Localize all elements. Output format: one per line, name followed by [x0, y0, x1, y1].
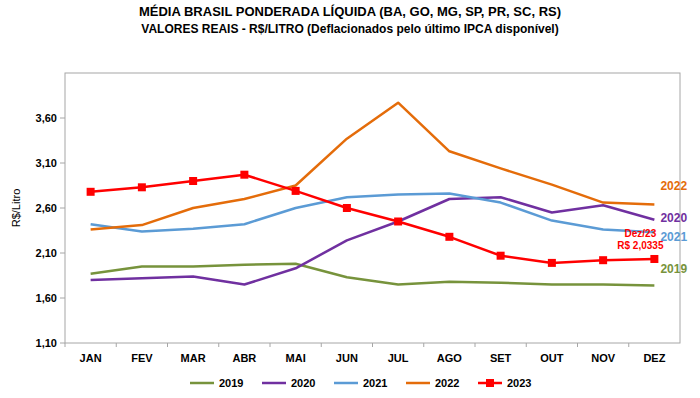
x-tick-label: ABR [232, 352, 256, 364]
x-tick-label: AGO [437, 352, 463, 364]
x-tick [116, 343, 117, 347]
annotation: Dez/23 [625, 228, 657, 239]
subtitle: VALORES REAIS - R$/LITRO (Deflacionados … [141, 22, 558, 36]
legend-label: 2019 [219, 377, 243, 389]
x-tick-label: MAR [181, 352, 206, 364]
marker [138, 183, 146, 191]
legend-swatch [334, 382, 358, 385]
y-tick [60, 118, 65, 119]
x-tick [475, 343, 476, 347]
marker [240, 171, 248, 179]
x-tick [577, 343, 578, 347]
y-tick [60, 298, 65, 299]
x-tick-label: MAI [286, 352, 306, 364]
y-tick-label: 3,10 [36, 157, 57, 169]
x-tick [65, 343, 66, 347]
legend-label: 2021 [363, 377, 387, 389]
x-tick-label: JUN [336, 352, 358, 364]
chart-svg: MÉDIA BRASIL PONDERADA LÍQUIDA (BA, GO, … [0, 0, 700, 398]
series-line [91, 175, 655, 263]
marker [650, 255, 658, 263]
y-tick [60, 253, 65, 254]
y-tick [60, 208, 65, 209]
marker [548, 259, 556, 267]
legend-swatch [262, 382, 286, 385]
y-tick-label: 2,60 [36, 202, 57, 214]
x-tick-label: NOV [591, 352, 616, 364]
x-tick-label: FEV [131, 352, 153, 364]
series-end-label: 2020 [660, 211, 687, 225]
series-end-label: 2021 [660, 230, 687, 244]
x-tick [270, 343, 271, 347]
annotation: R$ 2,0335 [617, 240, 664, 251]
legend-swatch [406, 382, 430, 385]
legend-label: 2020 [291, 377, 315, 389]
plot-area [87, 103, 659, 286]
x-tick [628, 343, 629, 347]
series-line [91, 197, 655, 284]
y-axis-label: R$/Litro [10, 189, 22, 228]
marker [292, 187, 300, 195]
series-line [91, 264, 655, 286]
legend-label: 2022 [435, 377, 459, 389]
x-tick [321, 343, 322, 347]
x-tick-label: JAN [80, 352, 102, 364]
marker [189, 177, 197, 185]
marker [87, 188, 95, 196]
x-tick [167, 343, 168, 347]
x-tick [526, 343, 527, 347]
x-tick-label: SET [490, 352, 512, 364]
x-tick-label: JUL [388, 352, 409, 364]
series-line [91, 103, 655, 230]
x-tick-label: DEZ [643, 352, 665, 364]
legend-marker [486, 379, 494, 387]
y-tick-label: 2,10 [36, 247, 57, 259]
y-tick [60, 163, 65, 164]
y-tick-label: 1,10 [36, 337, 57, 349]
x-tick [218, 343, 219, 347]
legend-swatch [190, 382, 214, 385]
series-end-label: 2019 [660, 262, 687, 276]
legend-label: 2023 [507, 377, 531, 389]
y-tick-label: 3,60 [36, 112, 57, 124]
plot-frame [65, 73, 680, 343]
marker [394, 218, 402, 226]
marker [599, 256, 607, 264]
marker [343, 204, 351, 212]
x-tick [372, 343, 373, 347]
y-tick [60, 343, 65, 344]
x-tick-label: OUT [540, 352, 564, 364]
marker [445, 233, 453, 241]
title: MÉDIA BRASIL PONDERADA LÍQUIDA (BA, GO, … [139, 4, 561, 19]
series-end-label: 2022 [660, 179, 687, 193]
marker [497, 252, 505, 260]
chart-container: MÉDIA BRASIL PONDERADA LÍQUIDA (BA, GO, … [0, 0, 700, 398]
y-tick-label: 1,60 [36, 292, 57, 304]
x-tick [423, 343, 424, 347]
